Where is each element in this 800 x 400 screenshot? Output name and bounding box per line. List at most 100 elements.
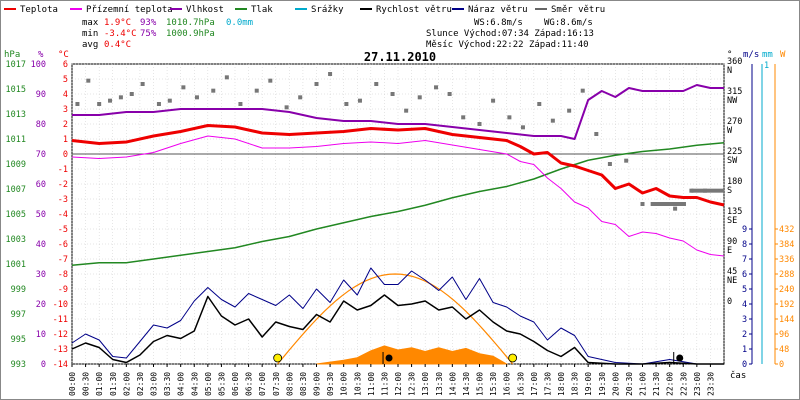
- hpa-tick-label: 997: [11, 310, 26, 320]
- dir-tick-label: 0: [727, 297, 732, 307]
- dir-compass-label: N: [727, 66, 732, 76]
- dir-tick-label: 180: [727, 177, 742, 187]
- wind-direction-point: [284, 105, 289, 110]
- c-tick-label: -2: [58, 180, 68, 190]
- series-line: [71, 124, 725, 207]
- w-tick-label: 288: [779, 270, 794, 280]
- x-tick-label: 04:30: [190, 372, 199, 396]
- x-tick-label: 08:30: [299, 372, 308, 396]
- ms-tick-label: 7: [742, 255, 747, 265]
- x-tick-label: 14:00: [448, 372, 457, 396]
- wind-direction-point: [238, 102, 243, 106]
- wind-direction-point: [491, 98, 496, 103]
- x-tick-label: 20:00: [611, 372, 620, 396]
- sun-marker: [273, 353, 283, 363]
- w-tick-label: 48: [779, 345, 789, 355]
- axis-unit-headers: hPa % °C ° m/s mm W: [4, 50, 786, 60]
- wind-direction-point: [328, 72, 333, 76]
- x-tick-label: 00:00: [68, 372, 77, 396]
- c-tick-label: -7: [58, 255, 68, 265]
- x-tick-label: 14:30: [462, 372, 471, 396]
- c-tick-label: -8: [58, 270, 68, 280]
- x-tick-label: 04:00: [177, 372, 186, 396]
- x-tick-label: 00:30: [82, 372, 91, 396]
- w-unit-label: W: [780, 50, 786, 60]
- x-tick-label: 02:00: [122, 372, 131, 396]
- axes-layer: 1017101510131011100910071005100310019999…: [6, 57, 795, 396]
- wind-direction-point: [75, 102, 80, 106]
- stat-min-press: 1000.9hPa: [166, 29, 215, 39]
- wind-direction-point: [108, 98, 113, 103]
- dir-compass-label: SE: [727, 216, 737, 226]
- pct-tick-label: 100: [31, 60, 46, 70]
- wind-direction-point: [181, 85, 186, 90]
- x-tick-label: 16:00: [503, 372, 512, 396]
- ms-tick-label: 2: [742, 330, 747, 340]
- c-tick-label: 6: [63, 60, 68, 70]
- x-tick-label: 18:30: [571, 372, 580, 396]
- plot-area: [71, 63, 725, 365]
- stat-avg-label: avg: [82, 40, 98, 50]
- x-tick-label: 15:30: [489, 372, 498, 396]
- stats-block: max 1.9°C 93% 1010.7hPa 0.0mm min -3.4°C…: [82, 18, 253, 50]
- x-tick-label: 21:30: [652, 372, 661, 396]
- x-tick-label: 13:30: [435, 372, 444, 396]
- wind-direction-point: [118, 95, 123, 100]
- marker-layer: [273, 352, 684, 364]
- wind-direction-point: [624, 158, 629, 163]
- w-tick-label: 384: [779, 240, 794, 250]
- legend: Teplota Přízemní teplota Vlhkost Tlak Srážky…: [4, 5, 605, 15]
- c-tick-label: -9: [58, 285, 68, 295]
- legend-label: Tlak: [251, 5, 273, 15]
- x-tick-label: 07:30: [272, 372, 281, 396]
- pct-tick-label: 60: [36, 180, 46, 190]
- w-tick-label: 432: [779, 225, 794, 235]
- mm-tick-label: 1: [764, 61, 769, 71]
- stat-min-label: min: [82, 29, 98, 39]
- wind-direction-point: [417, 95, 422, 100]
- dir-compass-label: W: [727, 126, 733, 136]
- wind-direction-point: [461, 115, 466, 120]
- x-tick-label: 15:00: [476, 372, 485, 396]
- hpa-tick-label: 999: [11, 285, 26, 295]
- w-tick-label: 96: [779, 330, 789, 340]
- x-tick-label: 11:30: [380, 372, 389, 396]
- c-tick-label: -11: [53, 315, 68, 325]
- legend-label: Přízemní teplota: [86, 5, 173, 15]
- c-tick-label: 5: [63, 75, 68, 85]
- wind-direction-point: [447, 92, 452, 96]
- info-sun: Slunce Východ:07:34 Západ:16:13: [426, 29, 594, 39]
- dir-tick-label: 360: [727, 57, 742, 67]
- legend-label: Směr větru: [551, 5, 605, 15]
- x-tick-label: 09:30: [326, 372, 335, 396]
- x-tick-label: 22:30: [679, 372, 688, 396]
- x-tick-label: 03:30: [163, 372, 172, 396]
- legend-label: Rychlost větru: [376, 5, 452, 15]
- wind-direction-point: [140, 82, 145, 86]
- pct-tick-label: 0: [41, 360, 46, 370]
- x-tick-label: 18:00: [557, 372, 566, 396]
- info-wg: WG:8.6m/s: [544, 18, 593, 28]
- x-tick-label: 23:00: [693, 372, 702, 396]
- wind-direction-point: [607, 162, 612, 166]
- x-tick-label: 03:00: [150, 372, 159, 396]
- wind-direction-point: [477, 122, 482, 126]
- c-tick-label: -6: [58, 240, 68, 250]
- w-tick-label: 336: [779, 255, 794, 265]
- wind-direction-point: [194, 95, 199, 100]
- dir-tick-label: 270: [727, 117, 742, 127]
- c-tick-label: 1: [63, 135, 68, 145]
- c-tick-label: 3: [63, 105, 68, 115]
- ms-tick-label: 6: [742, 270, 747, 280]
- stat-min-hum: 75%: [140, 29, 157, 39]
- pct-tick-label: 50: [36, 210, 46, 220]
- dir-compass-label: SW: [727, 156, 738, 166]
- pct-tick-label: 70: [36, 150, 46, 160]
- ms-tick-label: 8: [742, 240, 747, 250]
- x-tick-label: 01:30: [109, 372, 118, 396]
- legend-label: Náraz větru: [468, 5, 528, 15]
- wind-direction-point: [167, 98, 172, 103]
- dir-tick-label: 315: [727, 87, 742, 97]
- series-line: [71, 294, 724, 365]
- grid: [71, 63, 725, 365]
